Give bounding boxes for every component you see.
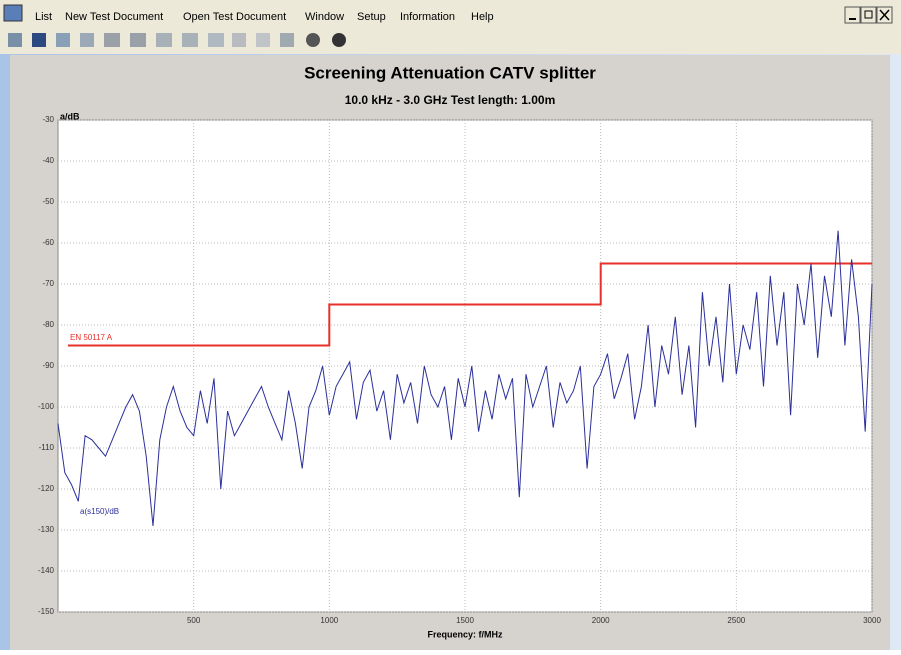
tool-button[interactable] <box>280 33 294 47</box>
menu-item[interactable]: New Test Document <box>65 11 163 23</box>
app-icon <box>3 4 23 22</box>
chart-subtitle: 10.0 kHz - 3.0 GHz Test length: 1.00m <box>345 93 556 107</box>
tool-button[interactable] <box>56 33 70 47</box>
toolbar <box>8 33 346 47</box>
y-tick-label: -60 <box>42 238 54 247</box>
x-tick-label: 500 <box>187 616 201 625</box>
y-tick-label: -30 <box>42 115 54 124</box>
y-tick-label: -120 <box>38 484 55 493</box>
x-tick-label: 1000 <box>320 616 338 625</box>
x-tick-label: 3000 <box>863 616 881 625</box>
series-label: EN 50117 A <box>70 333 113 342</box>
tool-button[interactable] <box>256 33 270 47</box>
restore-button[interactable] <box>860 6 877 24</box>
y-tick-label: -50 <box>42 197 54 206</box>
series-line <box>57 230 873 526</box>
menu-item[interactable]: Setup <box>357 11 386 23</box>
y-tick-label: -110 <box>39 443 55 452</box>
x-tick-label: 2500 <box>727 616 745 625</box>
y-tick-label: -70 <box>42 279 54 288</box>
x-tick-label: 1500 <box>456 616 474 625</box>
menu-item[interactable]: Information <box>400 11 455 23</box>
series-line <box>68 262 872 347</box>
y-tick-label: -90 <box>42 361 54 370</box>
y-tick-label: -100 <box>38 402 55 411</box>
series-label: a(s150)/dB <box>80 507 119 516</box>
menu-item[interactable]: Open Test Document <box>183 11 286 23</box>
tool-button[interactable] <box>182 33 198 47</box>
tool-button[interactable] <box>80 33 94 47</box>
tool-button[interactable] <box>8 33 22 47</box>
window-controls <box>844 6 893 24</box>
y-tick-label: -80 <box>42 320 54 329</box>
y-axis-label: a/dB <box>60 111 80 121</box>
tool-button[interactable] <box>130 33 146 47</box>
tool-button[interactable] <box>232 33 246 47</box>
y-tick-label: -40 <box>42 156 54 165</box>
menu-toolbar-bg <box>0 0 901 54</box>
tool-button[interactable] <box>156 33 172 47</box>
tool-button[interactable] <box>208 33 224 47</box>
tool-button[interactable] <box>32 33 46 47</box>
chart-title: Screening Attenuation CATV splitter <box>304 63 596 82</box>
menu-bar: List New Test Document Open Test Document W… <box>35 11 494 23</box>
menu-item[interactable]: Window <box>305 11 344 23</box>
minimize-button[interactable] <box>844 6 861 24</box>
menu-item[interactable]: List <box>35 11 52 23</box>
y-tick-label: -140 <box>38 566 55 575</box>
x-tick-label: 2000 <box>592 616 610 625</box>
help-button[interactable] <box>306 33 320 47</box>
menu-item[interactable]: Help <box>471 11 494 23</box>
tool-button[interactable] <box>104 33 120 47</box>
exit-button[interactable] <box>332 33 346 47</box>
y-tick-label: -150 <box>38 607 55 616</box>
y-tick-label: -130 <box>38 525 55 534</box>
x-axis-label: Frequency: f/MHz <box>427 629 503 639</box>
